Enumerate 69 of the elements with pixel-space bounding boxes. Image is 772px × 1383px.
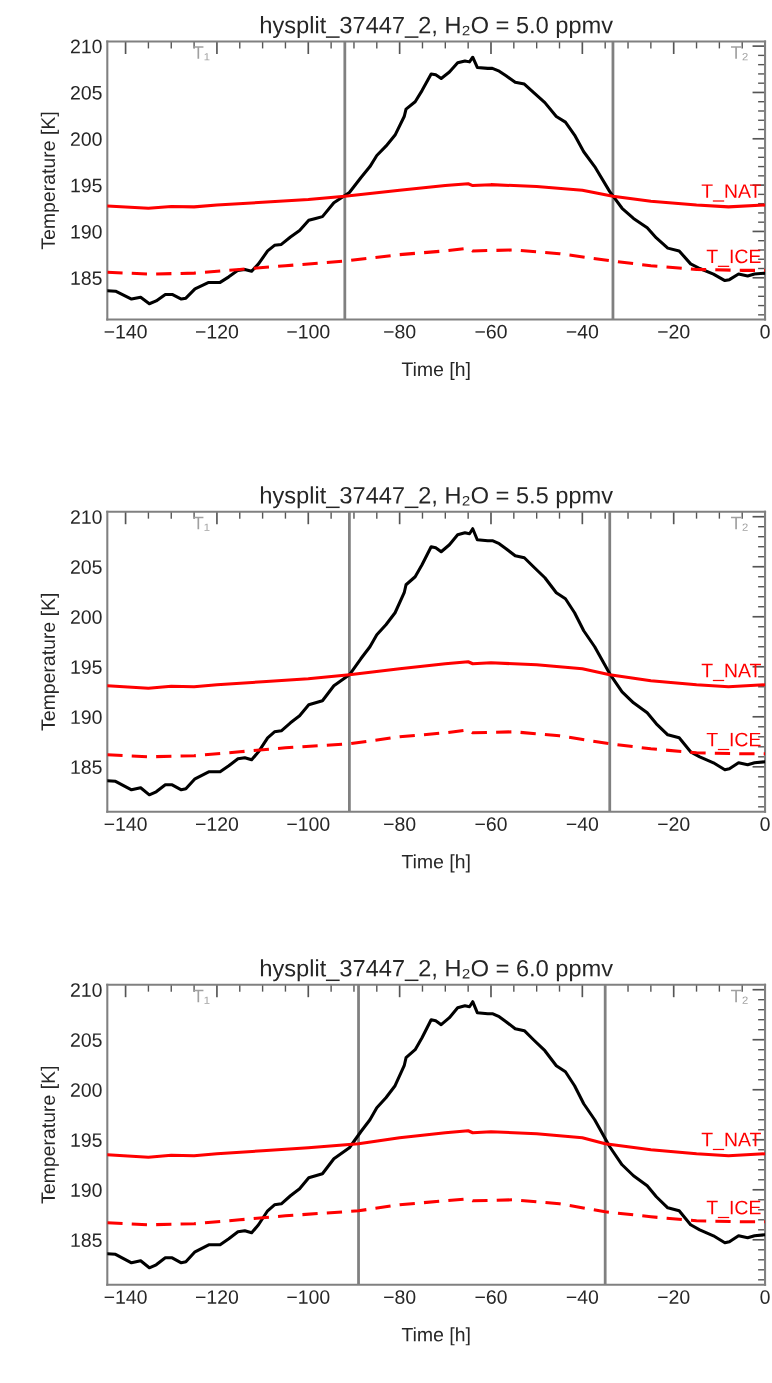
y-tick-label: 195 <box>71 178 102 193</box>
x-tick-label: −140 <box>104 1290 147 1304</box>
series-label: T_NAT <box>701 1132 761 1151</box>
line-series <box>107 728 766 759</box>
x-tick-label: −40 <box>566 817 599 831</box>
annotation: T₂ <box>730 46 748 61</box>
line-series <box>107 1197 766 1227</box>
x-tick-label: −100 <box>287 324 330 339</box>
x-tick-label: 0 <box>760 324 770 339</box>
y-axis-title: Temperature [K] <box>40 593 59 731</box>
y-tick-label: 210 <box>70 39 102 54</box>
y-tick-label: 190 <box>71 224 102 239</box>
x-tick-label: −60 <box>475 1290 507 1304</box>
line-series <box>107 246 766 276</box>
x-tick-label: −20 <box>658 324 690 339</box>
x-axis-title: Time [h] <box>401 854 470 873</box>
x-tick-label: −100 <box>287 817 330 831</box>
y-tick-label: 195 <box>71 1133 102 1147</box>
series-label: T_NAT <box>701 663 761 682</box>
annotation: T₂ <box>730 989 748 1004</box>
annotation: T₁ <box>193 46 210 61</box>
y-tick-label: 210 <box>70 510 102 524</box>
series-label: T_NAT <box>701 184 761 202</box>
y-tick-label: 200 <box>70 610 102 624</box>
x-tick-label: −120 <box>195 817 239 831</box>
series-label: T_ICE <box>706 249 761 267</box>
y-tick-label: 205 <box>70 560 102 574</box>
x-tick-label: −40 <box>566 1290 599 1304</box>
y-tick-label: 190 <box>71 1183 102 1198</box>
y-tick-label: 200 <box>70 132 102 147</box>
line-series <box>107 660 766 690</box>
x-tick-label: −120 <box>195 1290 239 1304</box>
x-axis-title: Time [h] <box>401 1327 470 1346</box>
x-tick-label: −80 <box>384 1290 416 1304</box>
y-tick-label: 200 <box>70 1083 102 1097</box>
x-tick-label: −40 <box>566 324 599 339</box>
series-label: T_ICE <box>706 1200 761 1219</box>
x-tick-label: 0 <box>760 1290 770 1304</box>
chart-title: hysplit_37447_2, H₂O = 5.5 ppmv <box>260 486 613 509</box>
chart-title: hysplit_37447_2, H₂O = 5.0 ppmv <box>260 16 613 39</box>
y-tick-label: 185 <box>71 760 102 775</box>
y-tick-label: 185 <box>71 1233 102 1248</box>
x-tick-label: −80 <box>384 817 416 831</box>
chart-title: hysplit_37447_2, H₂O = 6.0 ppmv <box>260 959 613 982</box>
line-series <box>107 1129 766 1159</box>
y-axis-title: Temperature [K] <box>40 112 59 250</box>
y-tick-label: 185 <box>71 271 102 286</box>
x-tick-label: −20 <box>658 817 690 831</box>
x-tick-label: −60 <box>475 817 507 831</box>
x-tick-label: 0 <box>760 817 770 831</box>
x-tick-label: −120 <box>195 324 239 339</box>
annotation: T₂ <box>730 516 748 531</box>
annotation: T₁ <box>193 989 210 1004</box>
series-label: T_ICE <box>706 732 761 751</box>
y-tick-label: 205 <box>70 85 102 100</box>
y-tick-label: 210 <box>70 983 102 997</box>
x-tick-label: −60 <box>475 324 507 339</box>
y-tick-label: 205 <box>70 1033 102 1047</box>
x-tick-label: −20 <box>658 1290 690 1304</box>
annotation: T₁ <box>193 516 210 531</box>
y-tick-label: 190 <box>71 710 102 725</box>
x-axis-title: Time [h] <box>401 361 470 381</box>
y-axis-title: Temperature [K] <box>40 1066 59 1204</box>
y-tick-label: 195 <box>71 660 102 674</box>
x-tick-label: −100 <box>287 1290 330 1304</box>
x-tick-label: −80 <box>384 324 416 339</box>
x-tick-label: −140 <box>104 817 147 831</box>
line-series <box>107 182 766 210</box>
x-tick-label: −140 <box>104 324 147 339</box>
